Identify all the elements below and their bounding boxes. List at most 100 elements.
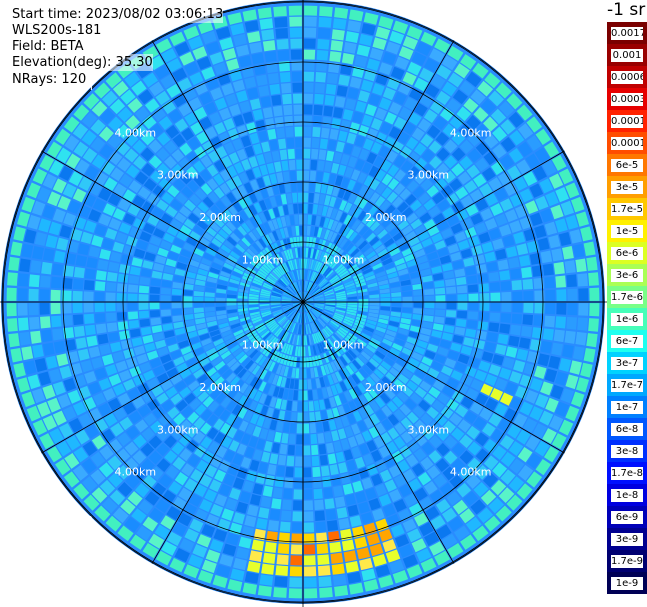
range-gate-cell — [378, 97, 392, 111]
range-gate-cell — [194, 483, 208, 498]
range-gate-cell — [434, 316, 445, 324]
range-gate-cell — [407, 425, 420, 438]
range-gate-cell — [304, 38, 316, 49]
range-gate-cell — [311, 356, 317, 367]
range-gate-cell — [300, 258, 303, 269]
range-gate-cell — [293, 298, 303, 302]
range-gate-cell — [189, 193, 202, 206]
range-gate-cell — [320, 365, 327, 376]
range-gate-cell — [245, 219, 255, 231]
range-gate-cell — [330, 348, 339, 359]
range-gate-cell — [421, 356, 433, 367]
range-gate-cell — [464, 410, 478, 424]
range-gate-cell — [381, 418, 393, 431]
range-gate-cell — [264, 317, 274, 324]
range-gate-cell — [303, 295, 312, 302]
range-gate-cell — [202, 362, 214, 373]
range-ring-label: 2.00km — [199, 211, 241, 224]
range-gate-cell — [303, 247, 306, 258]
range-gate-cell — [303, 115, 313, 126]
range-gate-cell — [190, 342, 202, 351]
range-gate-cell — [335, 307, 346, 311]
range-gate-cell — [285, 261, 291, 272]
range-gate-cell — [477, 507, 494, 524]
range-gate-cell — [262, 107, 273, 119]
range-gate-cell — [99, 108, 116, 125]
range-gate-cell — [414, 224, 427, 236]
range-gate-cell — [382, 257, 393, 266]
range-gate-cell — [335, 451, 345, 463]
range-gate-cell — [551, 433, 567, 450]
range-gate-cell — [172, 315, 183, 323]
range-gate-cell — [117, 525, 134, 542]
range-gate-cell — [368, 286, 379, 292]
range-gate-cell — [199, 474, 213, 488]
range-gate-cell — [229, 104, 241, 117]
range-gate-cell — [244, 20, 259, 33]
range-gate-cell — [397, 201, 409, 213]
range-gate-cell — [235, 351, 246, 361]
range-gate-cell — [431, 265, 443, 274]
range-gate-cell — [202, 231, 214, 242]
range-gate-cell — [62, 183, 77, 198]
range-gate-cell — [288, 588, 302, 599]
range-gate-cell — [358, 443, 370, 456]
range-gate-cell — [205, 311, 216, 318]
range-gate-cell — [310, 323, 315, 333]
range-gate-cell — [282, 388, 289, 400]
range-gate-cell — [282, 171, 290, 182]
range-gate-cell — [102, 90, 118, 107]
range-gate-cell — [272, 362, 279, 374]
range-gate-cell — [132, 123, 148, 138]
range-gate-cell — [112, 507, 129, 524]
range-gate-cell — [316, 262, 323, 273]
range-gate-cell — [296, 270, 300, 280]
range-gate-cell — [88, 346, 101, 358]
range-gate-cell — [183, 242, 195, 253]
range-gate-cell — [369, 178, 381, 191]
range-gate-cell — [117, 273, 129, 283]
range-gate-cell — [279, 239, 286, 251]
range-gate-cell — [397, 373, 409, 385]
range-gate-cell — [432, 323, 444, 332]
range-gate-cell — [155, 550, 172, 566]
range-gate-cell — [273, 6, 287, 17]
range-gate-cell — [229, 487, 241, 500]
range-gate-cell — [172, 133, 186, 148]
range-gate-cell — [116, 292, 127, 302]
range-gate-cell — [316, 331, 323, 342]
range-gate-cell — [230, 217, 241, 228]
range-gate-cell — [206, 178, 219, 191]
range-gate-cell — [406, 336, 418, 345]
range-gate-cell — [157, 247, 169, 258]
range-gate-cell — [166, 58, 182, 73]
range-gate-cell — [325, 298, 336, 301]
range-gate-cell — [73, 446, 89, 463]
range-gate-cell — [317, 28, 331, 39]
range-gate-cell — [283, 227, 289, 238]
range-gate-cell — [45, 234, 58, 249]
range-gate-cell — [258, 212, 267, 223]
range-gate-cell — [523, 171, 538, 186]
range-gate-cell — [300, 346, 303, 357]
range-gate-cell — [303, 214, 308, 225]
range-gate-cell — [332, 317, 342, 324]
range-gate-cell — [279, 279, 287, 287]
range-gate-cell — [260, 265, 270, 274]
range-gate-cell — [385, 549, 401, 563]
range-gate-cell — [179, 538, 195, 553]
range-gate-cell — [509, 220, 522, 233]
range-gate-cell — [262, 249, 271, 259]
range-gate-cell — [274, 268, 282, 277]
range-gate-cell — [166, 367, 179, 379]
range-gate-cell — [75, 254, 88, 267]
range-gate-cell — [423, 308, 435, 316]
range-gate-cell — [407, 439, 420, 453]
range-gate-cell — [442, 207, 455, 219]
colorbar-cell: 1.7e-7 — [607, 374, 647, 396]
range-gate-cell — [433, 473, 448, 488]
range-gate-cell — [226, 298, 237, 302]
range-gate-cell — [284, 320, 291, 330]
range-gate-cell — [160, 309, 172, 317]
range-gate-cell — [88, 381, 102, 395]
